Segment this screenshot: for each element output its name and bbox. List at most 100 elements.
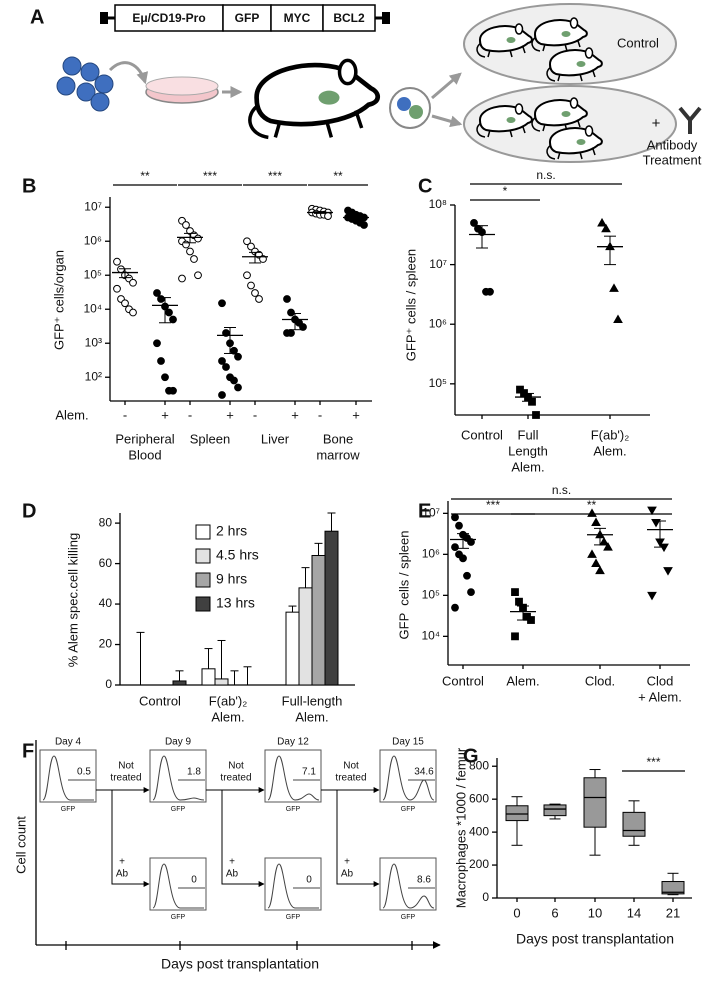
- point: [169, 386, 177, 395]
- dish-rim: [145, 76, 219, 96]
- arrow: [336, 790, 380, 887]
- panel-a: A Eμ/CD19-Pro GFP MYC BCL2: [30, 3, 702, 167]
- histogram-curve: [382, 755, 435, 801]
- bar: [172, 680, 187, 686]
- x-tick-label: Control: [442, 673, 484, 688]
- y-axis-label: GFP⁺ cells / spleen: [403, 249, 418, 361]
- point: [113, 257, 121, 266]
- point: [647, 591, 657, 601]
- significance-label: ***: [646, 755, 660, 769]
- x-tick-label: Full: [518, 427, 539, 442]
- point: [113, 284, 121, 293]
- channel-label: GFP: [286, 806, 301, 813]
- bar: [311, 554, 326, 686]
- point: [218, 299, 226, 308]
- point: [153, 339, 161, 348]
- x-tick-label: -: [318, 407, 322, 422]
- point: [234, 383, 242, 392]
- arrow-label: Ab: [341, 869, 354, 880]
- x-tick-label: +: [352, 407, 360, 422]
- point: [591, 517, 601, 526]
- point: [360, 221, 368, 229]
- significance-label: ***: [203, 169, 217, 183]
- x-tick-label: -: [123, 407, 127, 422]
- x-tick-label: 14: [627, 905, 641, 920]
- histogram-box: [264, 857, 322, 911]
- point: [157, 357, 165, 365]
- point: [609, 283, 619, 292]
- point: [663, 567, 673, 576]
- x-tick-label: 0: [513, 905, 520, 920]
- y-tick-label: 10⁶: [84, 233, 102, 247]
- histogram-curve: [382, 863, 435, 909]
- y-tick-label: 10⁵: [422, 588, 440, 602]
- y-tick-label: 10⁸: [429, 197, 447, 211]
- construct-label: BCL2: [333, 11, 365, 25]
- point: [528, 397, 536, 406]
- x-tick-label: 6: [551, 905, 558, 920]
- y-tick-label: 10⁷: [84, 199, 102, 213]
- legend-label: 4.5 hrs: [216, 547, 259, 563]
- y-tick-label: 10⁴: [421, 629, 440, 643]
- x-tick-label: 21: [666, 905, 680, 920]
- point: [613, 314, 623, 324]
- panel-letter: D: [22, 500, 36, 522]
- point: [511, 632, 519, 641]
- point: [182, 240, 190, 249]
- box: [661, 881, 685, 895]
- point: [651, 518, 661, 528]
- point: [587, 549, 597, 558]
- construct-label: Eμ/CD19-Pro: [132, 11, 205, 25]
- x-tick-label: -: [188, 407, 192, 422]
- arrow: [108, 61, 149, 85]
- x-tick-label: Alem.: [506, 673, 539, 688]
- y-tick-label: 10⁷: [429, 257, 447, 271]
- x-tick-label: Alem.: [593, 443, 626, 458]
- y-axis-label: Cell count: [13, 816, 28, 874]
- construct-box: [322, 4, 376, 32]
- point: [178, 274, 186, 283]
- panel-letter: G: [463, 745, 479, 767]
- y-tick-label: 10⁵: [84, 267, 102, 281]
- point: [463, 571, 471, 580]
- point: [287, 329, 295, 337]
- gate-value: 0: [306, 875, 312, 886]
- group-label: Spleen: [190, 431, 230, 446]
- x-tick-label: Alem.: [295, 709, 328, 724]
- significance-label: **: [587, 498, 597, 512]
- mouse: [250, 60, 378, 137]
- x-tick-label: -: [253, 407, 257, 422]
- x-tick-label: +: [226, 407, 234, 422]
- point: [601, 223, 611, 233]
- point: [603, 542, 613, 551]
- box: [543, 804, 567, 817]
- legend-swatch: [195, 524, 211, 540]
- point: [169, 315, 177, 324]
- histogram-box: [264, 749, 322, 803]
- arrow: [221, 790, 265, 887]
- point: [247, 281, 255, 290]
- histogram-curve: [267, 755, 320, 801]
- arrow: [431, 72, 462, 100]
- point: [647, 506, 657, 516]
- x-tick-label: 10: [588, 905, 602, 920]
- histogram-box: [149, 857, 207, 911]
- arrow-label: Ab: [226, 869, 239, 880]
- x-tick-label: Clod: [647, 673, 674, 688]
- group-label: Blood: [128, 447, 161, 462]
- y-tick-label: 10⁴: [83, 301, 102, 315]
- x-tick-label: +: [291, 407, 299, 422]
- arrow-label: Not: [228, 761, 244, 772]
- panel-letter: C: [418, 175, 432, 197]
- histogram-box: [39, 749, 97, 803]
- histogram-curve: [152, 863, 204, 909]
- significance-label: n.s.: [536, 168, 555, 182]
- y-tick-label: 20: [99, 637, 113, 651]
- cell: [62, 56, 82, 76]
- point: [247, 242, 255, 251]
- treatment-label: Alem.: [55, 407, 88, 422]
- point: [230, 346, 238, 355]
- point: [451, 543, 459, 552]
- x-tick-label: Length: [508, 443, 548, 458]
